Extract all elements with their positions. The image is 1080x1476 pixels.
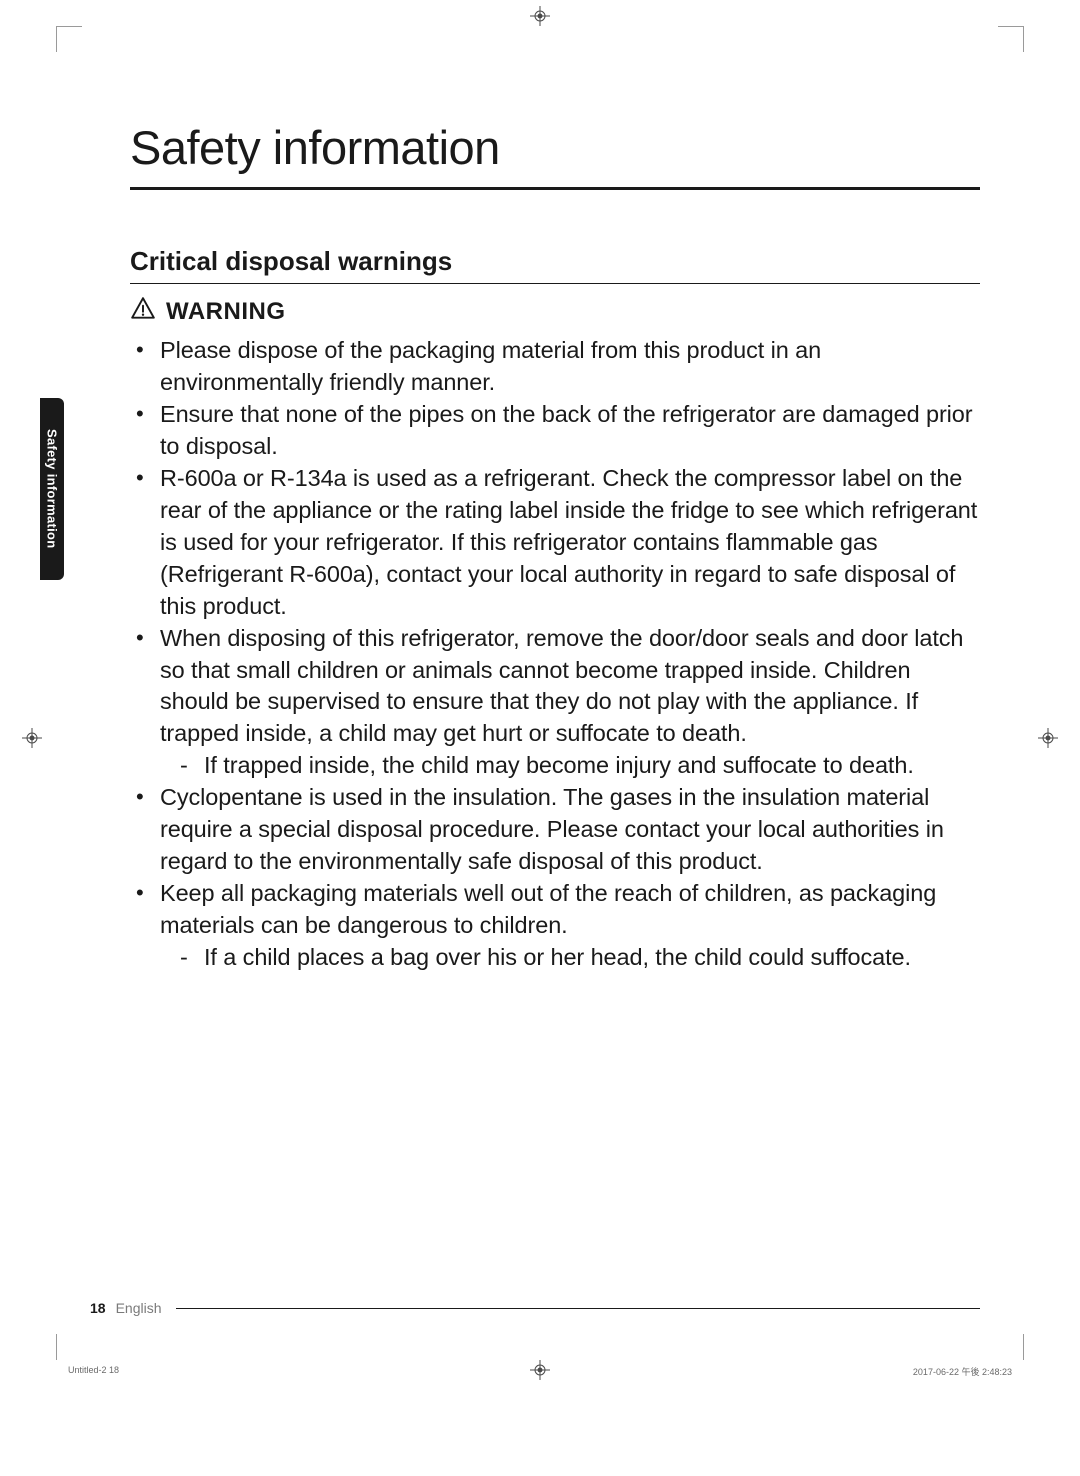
- registration-mark-icon: [1038, 728, 1058, 748]
- sub-list-item: If trapped inside, the child may become …: [204, 750, 980, 782]
- list-item: When disposing of this refrigerator, rem…: [160, 623, 980, 783]
- warning-icon: [130, 296, 156, 327]
- crop-mark: [56, 26, 82, 52]
- list-item: Cyclopentane is used in the insulation. …: [160, 782, 980, 878]
- crop-mark: [998, 26, 1024, 52]
- page-title: Safety information: [130, 120, 980, 190]
- sub-list: If trapped inside, the child may become …: [160, 750, 980, 782]
- print-meta-left: Untitled-2 18: [68, 1365, 119, 1378]
- list-item-text: Cyclopentane is used in the insulation. …: [160, 784, 944, 874]
- list-item: Please dispose of the packaging material…: [160, 335, 980, 399]
- page-content: Safety information Critical disposal war…: [130, 120, 980, 1336]
- list-item-text: Ensure that none of the pipes on the bac…: [160, 401, 973, 459]
- sub-list-item-text: If a child places a bag over his or her …: [204, 944, 911, 970]
- list-item-text: When disposing of this refrigerator, rem…: [160, 625, 963, 747]
- warning-list: Please dispose of the packaging material…: [130, 335, 980, 974]
- page-number: 18: [90, 1300, 106, 1316]
- crop-mark: [56, 1334, 82, 1360]
- list-item: Keep all packaging materials well out of…: [160, 878, 980, 974]
- crop-mark: [998, 1334, 1024, 1360]
- print-metadata: Untitled-2 18 2017-06-22 午後 2:48:23: [68, 1365, 1012, 1378]
- warning-label: WARNING: [166, 298, 286, 326]
- print-meta-right: 2017-06-22 午後 2:48:23: [913, 1365, 1012, 1378]
- sub-list-item: If a child places a bag over his or her …: [204, 942, 980, 974]
- list-item-text: R-600a or R-134a is used as a refrigeran…: [160, 465, 977, 619]
- list-item-text: Keep all packaging materials well out of…: [160, 880, 936, 938]
- section-tab: Safety information: [40, 398, 64, 580]
- page-footer: 18 English: [90, 1300, 980, 1316]
- footer-rule: [176, 1308, 981, 1309]
- sub-list-item-text: If trapped inside, the child may become …: [204, 752, 914, 778]
- sub-list: If a child places a bag over his or her …: [160, 942, 980, 974]
- section-tab-label: Safety information: [45, 429, 60, 549]
- section-heading: Critical disposal warnings: [130, 246, 980, 284]
- registration-mark-icon: [22, 728, 42, 748]
- page-language: English: [116, 1300, 162, 1316]
- list-item: Ensure that none of the pipes on the bac…: [160, 399, 980, 463]
- list-item: R-600a or R-134a is used as a refrigeran…: [160, 463, 980, 623]
- warning-heading: WARNING: [130, 296, 980, 327]
- registration-mark-icon: [530, 6, 550, 26]
- list-item-text: Please dispose of the packaging material…: [160, 337, 821, 395]
